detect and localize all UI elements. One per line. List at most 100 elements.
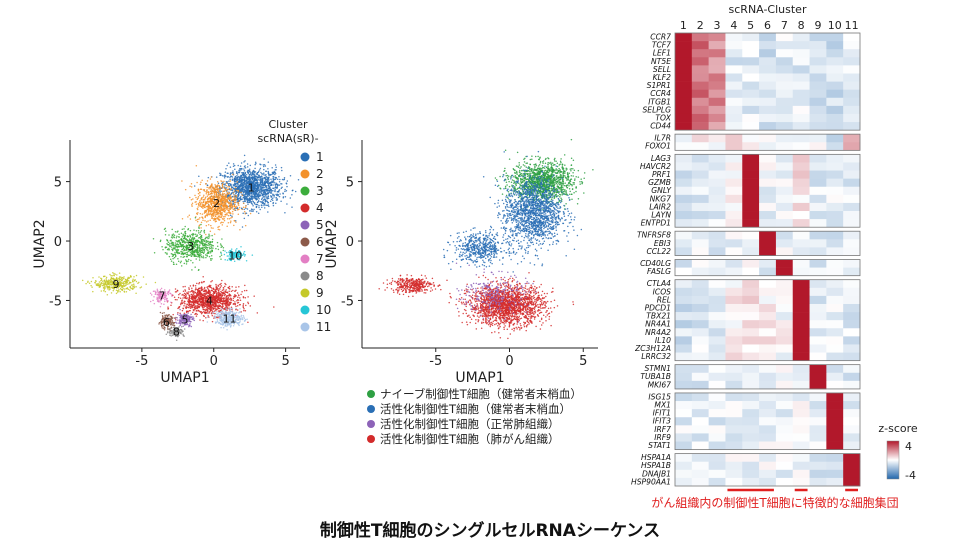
umap-point xyxy=(172,313,174,316)
umap-point xyxy=(248,174,251,176)
umap-point xyxy=(258,197,260,200)
umap-point xyxy=(190,290,193,293)
umap-point xyxy=(230,299,233,301)
umap-point xyxy=(275,182,277,184)
umap-point xyxy=(247,321,249,323)
umap-point xyxy=(206,180,209,182)
umap-point xyxy=(222,305,224,308)
umap-point xyxy=(231,171,234,174)
umap-point xyxy=(123,276,125,278)
umap-point xyxy=(239,228,241,231)
umap-point xyxy=(202,304,204,306)
umap-point xyxy=(267,195,269,197)
umap-point xyxy=(180,302,182,305)
umap-point xyxy=(226,307,229,310)
umap-point xyxy=(183,248,186,251)
umap-point xyxy=(167,330,169,333)
umap-point xyxy=(225,194,227,196)
umap-point xyxy=(174,242,177,244)
umap-point xyxy=(213,310,216,312)
umap-point xyxy=(240,169,242,171)
umap-point xyxy=(202,198,204,201)
umap-point xyxy=(175,246,177,248)
umap-point xyxy=(248,201,251,204)
umap-point xyxy=(222,298,224,300)
umap-point xyxy=(187,260,189,262)
umap-point xyxy=(274,172,277,175)
umap-point xyxy=(270,192,273,194)
umap-point xyxy=(149,292,152,294)
umap-point xyxy=(193,185,196,187)
umap-point xyxy=(274,173,276,176)
umap-point xyxy=(166,248,169,251)
umap-point xyxy=(119,290,121,293)
umap-point xyxy=(172,244,175,247)
umap-point xyxy=(238,200,241,202)
umap-point xyxy=(276,198,279,200)
umap-point xyxy=(210,224,212,227)
umap-point xyxy=(202,201,205,204)
umap-point xyxy=(127,277,129,280)
umap-point xyxy=(189,236,192,238)
umap-point xyxy=(163,328,166,331)
umap-point xyxy=(269,174,271,177)
umap-point xyxy=(185,263,188,265)
umap-point xyxy=(211,320,214,323)
umap-point xyxy=(234,187,237,189)
umap-point xyxy=(260,178,262,180)
umap-point xyxy=(174,247,176,250)
umap-point xyxy=(244,224,247,227)
umap-point xyxy=(91,286,93,288)
umap-point xyxy=(213,214,215,216)
umap-point xyxy=(265,188,267,191)
umap-point xyxy=(259,200,262,203)
umap-point xyxy=(191,236,194,239)
umap-point xyxy=(250,173,252,175)
umap-point xyxy=(200,294,202,296)
umap-point xyxy=(190,320,192,323)
umap-point xyxy=(246,171,249,174)
umap-point xyxy=(268,205,270,208)
umap-point xyxy=(261,179,264,181)
umap-point xyxy=(203,292,205,295)
umap-point xyxy=(252,205,254,207)
umap-point xyxy=(238,184,241,187)
umap-point xyxy=(253,173,255,175)
umap-point xyxy=(256,193,258,195)
umap-point xyxy=(195,255,198,258)
umap-point xyxy=(227,304,229,307)
umap-point xyxy=(200,312,203,315)
umap-point xyxy=(248,197,251,199)
umap-point xyxy=(183,297,186,299)
umap-point xyxy=(166,297,168,300)
umap-point xyxy=(181,236,184,238)
umap-point xyxy=(203,286,206,289)
umap-point xyxy=(171,228,173,231)
umap-point xyxy=(234,293,236,296)
umap-point xyxy=(190,313,192,316)
umap-point xyxy=(184,295,187,298)
umap-point xyxy=(213,233,216,235)
umap-point xyxy=(161,312,164,315)
umap-point xyxy=(230,220,232,222)
umap-point xyxy=(188,320,191,323)
umap-point xyxy=(247,203,249,205)
umap-point xyxy=(121,288,123,291)
umap-point xyxy=(242,296,245,298)
umap-point xyxy=(182,307,185,310)
umap-point xyxy=(182,297,184,299)
umap-point xyxy=(223,193,226,195)
umap-point xyxy=(291,189,294,192)
umap-point xyxy=(264,198,267,201)
umap-point xyxy=(219,283,221,286)
umap-point xyxy=(280,183,282,185)
umap-point xyxy=(145,283,147,285)
umap-point xyxy=(209,243,212,246)
umap-point xyxy=(167,306,169,308)
umap-point xyxy=(278,195,281,198)
umap-point xyxy=(210,227,213,229)
umap-point xyxy=(244,297,247,299)
umap-point xyxy=(193,233,195,236)
umap-point xyxy=(170,335,172,337)
umap-point xyxy=(234,209,236,212)
